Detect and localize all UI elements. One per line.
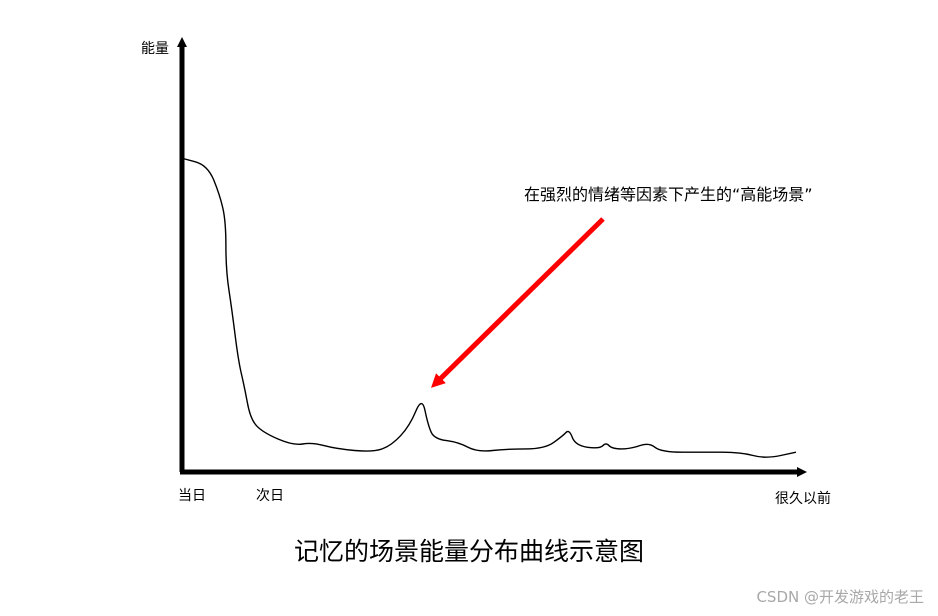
- x-tick-label-day1: 次日: [256, 488, 284, 504]
- watermark: CSDN @开发游戏的老王: [756, 588, 924, 606]
- x-axis-label: 很久以前: [775, 491, 831, 507]
- annotation-arrow: [431, 217, 605, 388]
- y-axis-label: 能量: [141, 41, 169, 57]
- energy-curve-line: [182, 157, 797, 458]
- chart-title: 记忆的场景能量分布曲线示意图: [293, 537, 644, 566]
- x-tick-label-day0: 当日: [178, 488, 206, 504]
- annotation-text: 在强烈的情绪等因素下产生的“高能场景”: [524, 185, 813, 204]
